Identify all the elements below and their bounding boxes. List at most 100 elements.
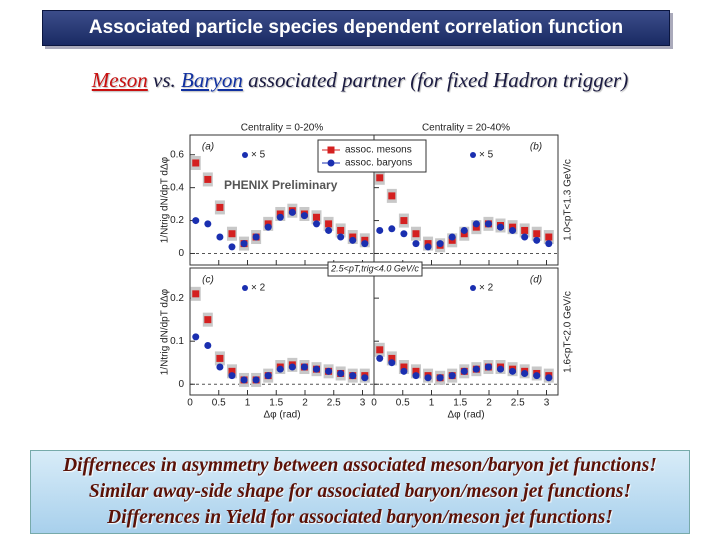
row-label: 1.6<pT<2.0 GeV/c xyxy=(563,291,574,373)
marker xyxy=(276,365,284,373)
marker xyxy=(349,236,357,244)
y-axis-label: 1/Ntrig dN/dpT dΔφ xyxy=(160,288,171,375)
marker xyxy=(376,354,384,362)
marker xyxy=(228,367,236,375)
x-axis-label: Δφ (rad) xyxy=(263,410,300,421)
marker xyxy=(240,240,248,248)
marker xyxy=(228,243,236,251)
marker xyxy=(228,372,236,380)
scale-label: × 5 xyxy=(479,150,494,161)
subtitle-part: vs. xyxy=(147,68,182,92)
scale-marker xyxy=(470,285,476,291)
panel-label: (d) xyxy=(530,275,542,286)
marker xyxy=(388,225,396,233)
trigger-label: 2.5<pT,trig<4.0 GeV/c xyxy=(330,263,419,273)
y-axis-label: 1/Ntrig dN/dpT dΔφ xyxy=(160,156,171,243)
marker xyxy=(276,213,284,221)
marker xyxy=(412,230,420,238)
marker xyxy=(388,359,396,367)
subtitle: Meson vs. Baryon associated partner (for… xyxy=(0,68,720,93)
marker xyxy=(264,372,272,380)
panel-frame xyxy=(373,267,559,396)
marker xyxy=(192,217,200,225)
marker xyxy=(300,363,308,371)
scale-label: × 2 xyxy=(479,283,494,294)
panel-label: (b) xyxy=(530,142,542,153)
marker xyxy=(436,374,444,382)
marker xyxy=(533,236,541,244)
panel-label: (a) xyxy=(202,142,214,153)
marker xyxy=(497,365,504,373)
marker xyxy=(264,223,272,231)
trigger-box xyxy=(327,261,423,277)
marker xyxy=(388,192,396,200)
marker xyxy=(228,230,236,238)
x-tick-label: 0.5 xyxy=(396,398,410,409)
marker xyxy=(545,374,553,382)
marker xyxy=(192,290,200,298)
marker xyxy=(216,354,224,362)
x-tick-label: 0 xyxy=(371,398,377,409)
y-tick-label: 0 xyxy=(178,379,184,390)
marker xyxy=(448,233,456,241)
y-tick-label: 0.2 xyxy=(170,293,184,304)
marker xyxy=(313,220,320,228)
marker xyxy=(313,213,320,221)
marker xyxy=(376,174,384,182)
panel-label: (c) xyxy=(202,275,214,286)
marker xyxy=(204,220,212,228)
marker xyxy=(325,367,333,375)
marker xyxy=(361,240,369,248)
marker xyxy=(313,365,320,373)
x-tick-label: 2.5 xyxy=(511,398,525,409)
marker xyxy=(545,240,553,248)
x-tick-label: 0 xyxy=(187,398,193,409)
marker xyxy=(325,220,333,228)
marker xyxy=(412,372,420,380)
marker xyxy=(509,367,517,375)
marker xyxy=(448,372,456,380)
marker xyxy=(484,363,492,371)
marker xyxy=(533,230,541,238)
marker xyxy=(545,233,553,241)
subtitle-part: Meson xyxy=(91,68,148,92)
scale-marker xyxy=(242,152,248,158)
x-tick-label: 2 xyxy=(486,398,492,409)
marker xyxy=(216,363,224,371)
marker xyxy=(472,220,480,228)
marker xyxy=(521,226,529,234)
marker xyxy=(521,233,529,241)
x-axis-label: Δφ (rad) xyxy=(447,410,484,421)
x-tick-label: 1.5 xyxy=(269,398,283,409)
marker xyxy=(497,223,504,231)
marker xyxy=(204,316,212,324)
marker xyxy=(400,217,408,225)
marker xyxy=(300,212,308,220)
panel-frame xyxy=(189,267,375,396)
marker xyxy=(288,363,296,371)
note: Differneces in asymmetry between associa… xyxy=(63,455,657,476)
note: Similar away-side shape for associated b… xyxy=(88,481,632,502)
row-label: 1.0<pT<1.3 GeV/c xyxy=(563,159,574,241)
marker xyxy=(521,369,529,377)
marker xyxy=(337,233,345,241)
x-tick-label: 2.5 xyxy=(327,398,341,409)
marker xyxy=(388,354,396,362)
x-tick-label: 1.5 xyxy=(453,398,467,409)
marker xyxy=(436,240,444,248)
marker xyxy=(361,374,369,382)
column-title: Centrality = 20-40% xyxy=(422,123,510,134)
marker xyxy=(325,226,333,234)
y-tick-label: 0.2 xyxy=(170,215,184,226)
slide-title: Associated particle species dependent co… xyxy=(42,10,670,46)
marker xyxy=(204,175,212,183)
marker xyxy=(192,333,200,341)
marker xyxy=(349,372,357,380)
legend-marker xyxy=(327,146,335,154)
marker xyxy=(472,365,480,373)
scale-label: × 5 xyxy=(251,150,266,161)
marker xyxy=(216,203,224,211)
x-tick-label: 3 xyxy=(544,398,550,409)
marker xyxy=(376,226,384,234)
